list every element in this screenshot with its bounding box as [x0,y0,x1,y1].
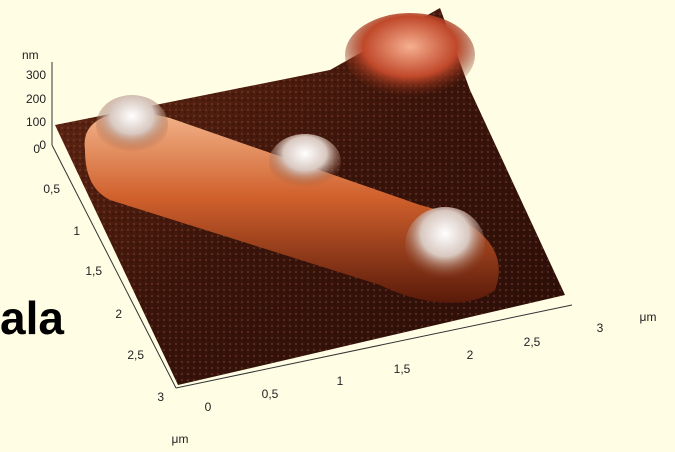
x-tick-label: 3 [597,321,604,335]
z-tick-label: 0 [39,138,46,152]
x-tick-label: 1,5 [394,362,411,376]
z-axis: nm 300 200 100 0 [22,48,46,152]
surface [55,8,565,385]
x-tick-label: 2 [467,348,474,362]
x-tick-label: 0,5 [262,387,279,401]
z-tick-label: 100 [26,115,46,129]
z-tick-label: 200 [26,92,46,106]
x-tick-label: 0 [205,400,212,414]
y-tick-label: 3 [157,390,164,404]
x-tick-label: 1 [337,374,344,388]
x-tick-label: 2,5 [524,335,541,349]
y-tick-label: 0 [33,142,40,156]
z-tick-label: 300 [26,68,46,82]
z-unit: nm [22,48,39,62]
caption-fragment: ala [0,292,64,344]
x-unit: μm [640,310,657,324]
y-tick-label: 2 [115,307,122,321]
y-tick-label: 1,5 [85,264,102,278]
y-tick-label: 0,5 [43,182,60,196]
y-tick-label: 1 [73,224,80,238]
side-unit: μm [172,432,189,446]
y-tick-label: 2,5 [127,348,144,362]
afm-view: ala nm 300 200 100 0 0 0,5 1 1,5 2 2,5 3… [0,0,675,452]
